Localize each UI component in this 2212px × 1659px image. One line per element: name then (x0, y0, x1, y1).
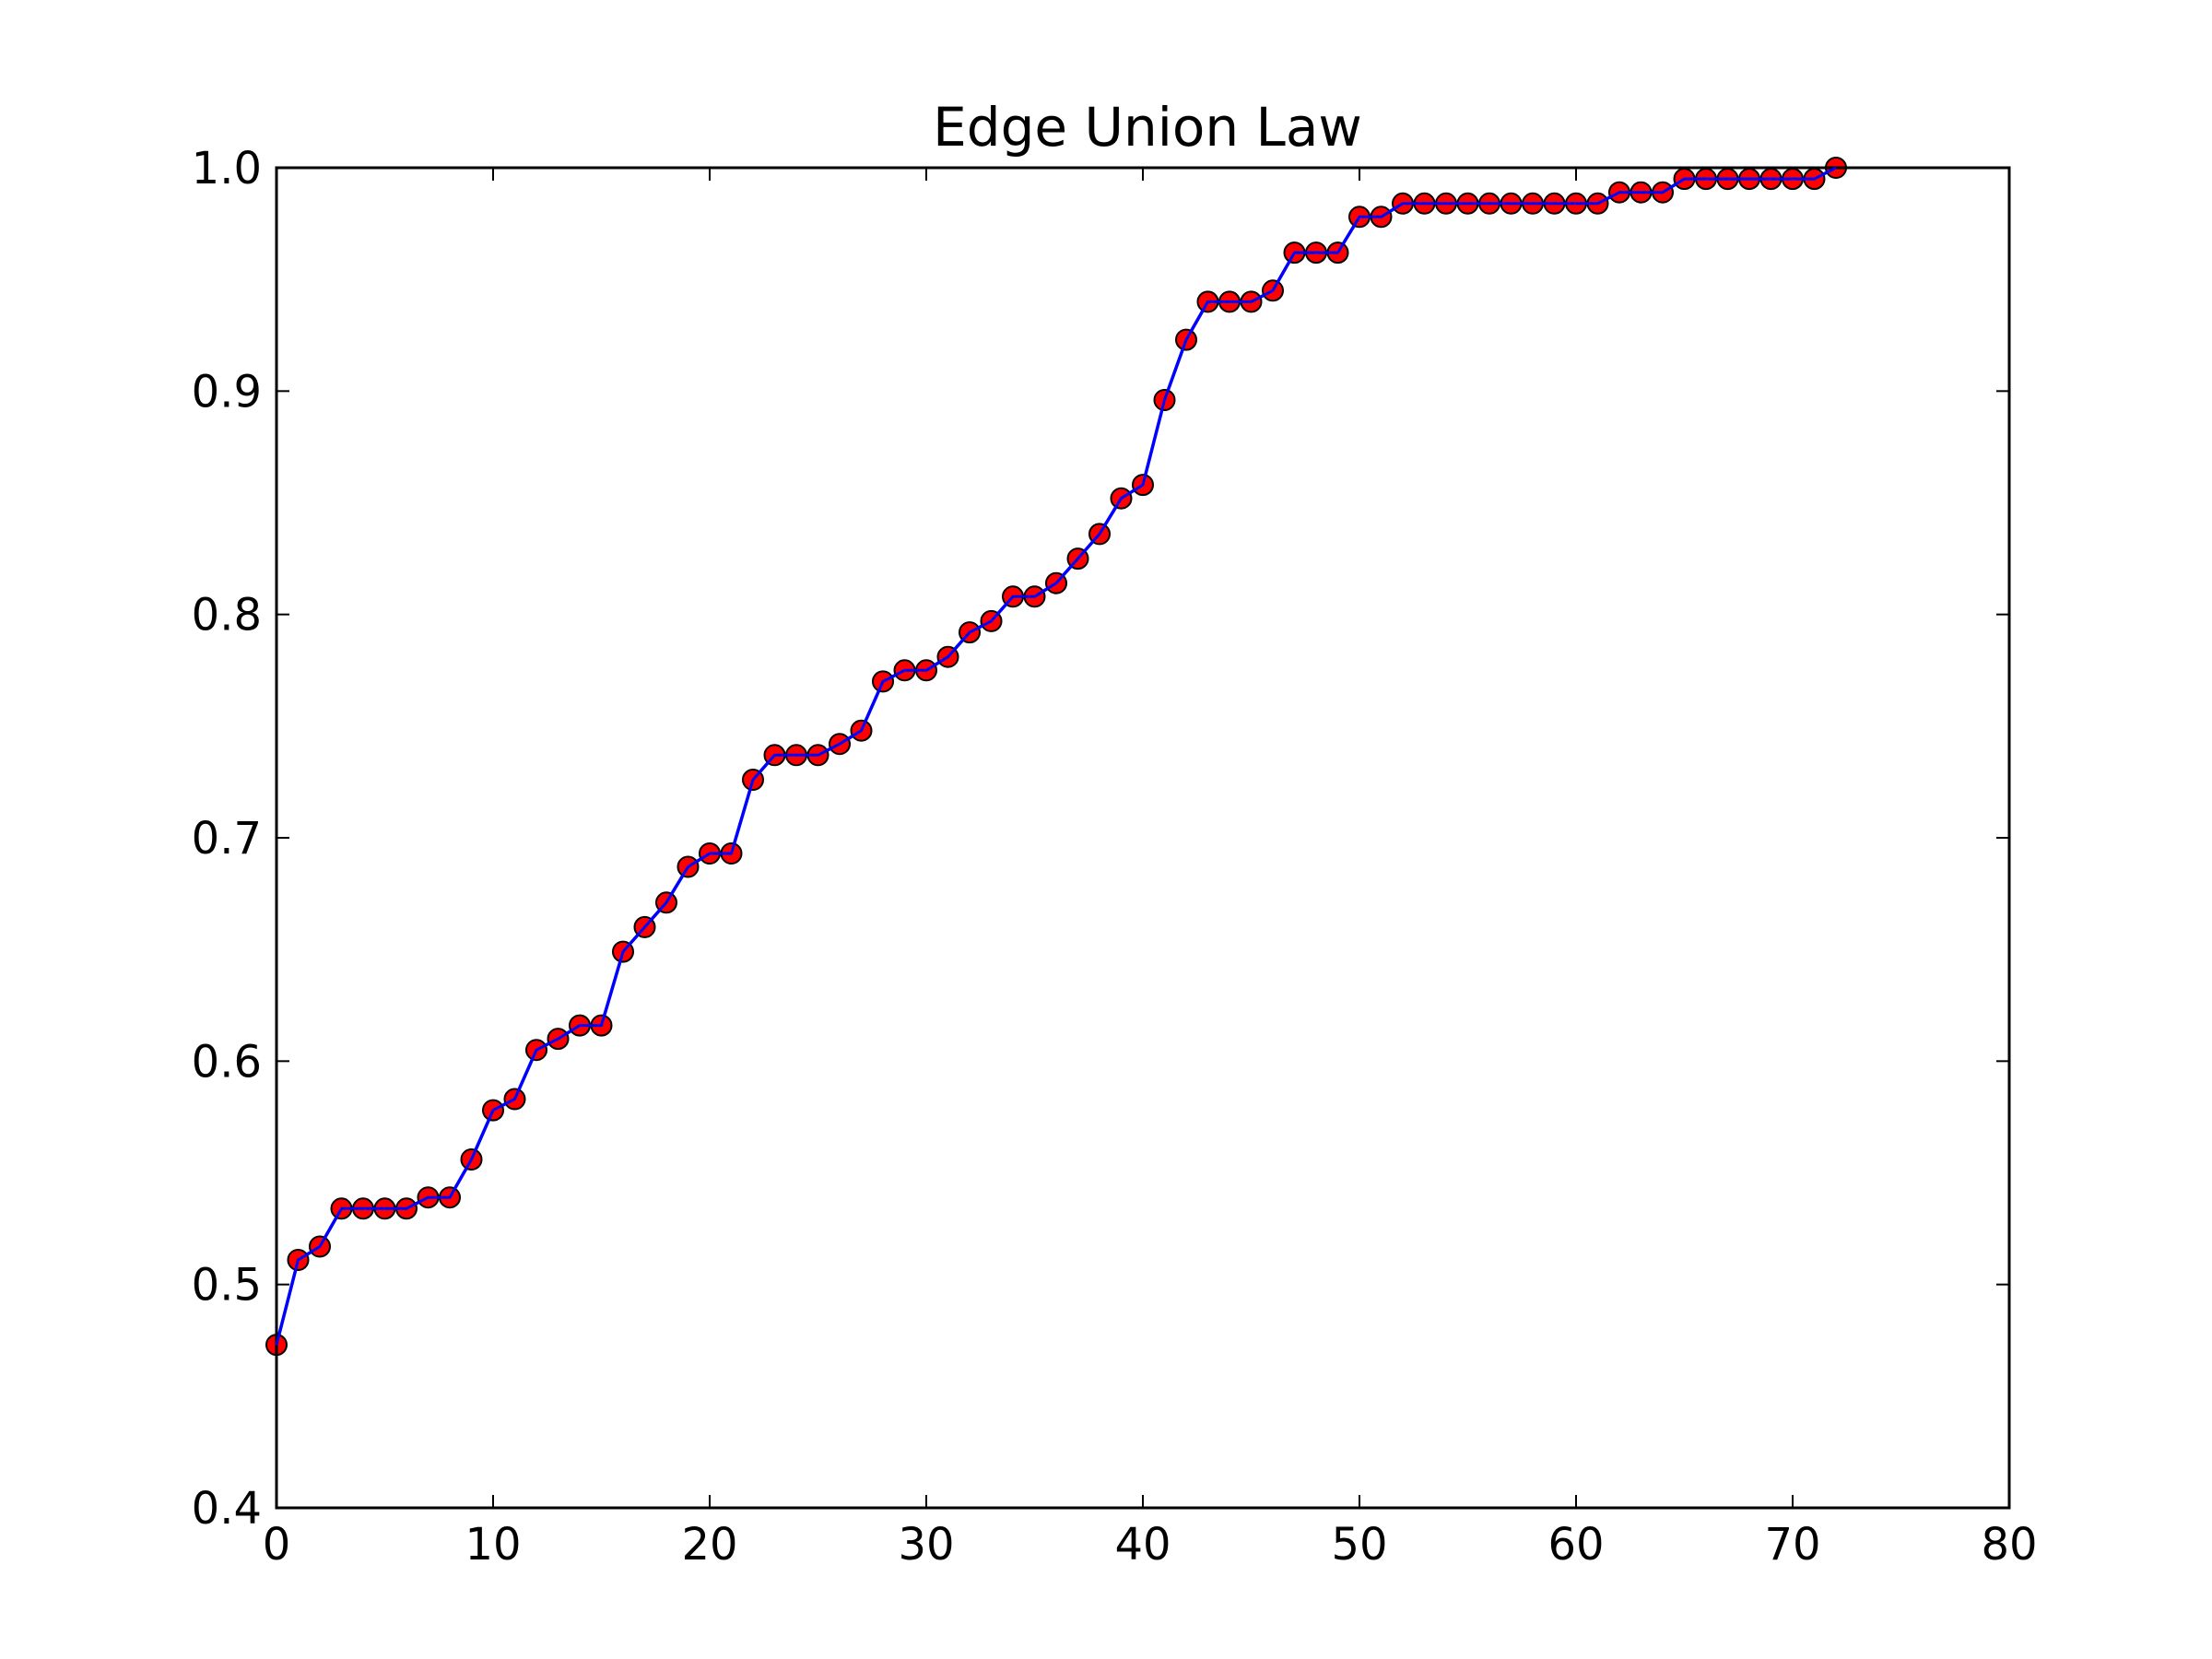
series-line-overlay (275, 166, 1837, 1346)
x-tick-label: 10 (465, 1519, 521, 1571)
y-axis-tick-labels: 0.4 0.5 0.6 0.7 0.8 0.9 1.0 (192, 143, 262, 1535)
y-tick-label: 0.4 (192, 1483, 262, 1535)
x-tick-label: 50 (1331, 1519, 1387, 1571)
y-tick-label: 0.7 (192, 813, 262, 865)
x-tick-label: 20 (681, 1519, 737, 1571)
x-tick-label: 60 (1547, 1519, 1604, 1571)
y-tick-label: 0.9 (192, 366, 262, 418)
x-axis-tick-labels: 0 10 20 30 40 50 60 70 80 (263, 1519, 2038, 1571)
x-tick-label: 80 (1981, 1519, 2037, 1571)
x-tick-label: 0 (263, 1519, 291, 1571)
y-tick-label: 0.8 (192, 590, 262, 641)
y-tick-label: 1.0 (192, 143, 262, 194)
x-tick-label: 40 (1114, 1519, 1171, 1571)
y-tick-label: 0.5 (192, 1260, 262, 1312)
plot-area-frame (275, 166, 2011, 1510)
y-tick-label: 0.6 (192, 1036, 262, 1088)
x-tick-label: 30 (898, 1519, 954, 1571)
chart-title: Edge Union Law (933, 96, 1362, 159)
x-tick-label: 70 (1764, 1519, 1820, 1571)
